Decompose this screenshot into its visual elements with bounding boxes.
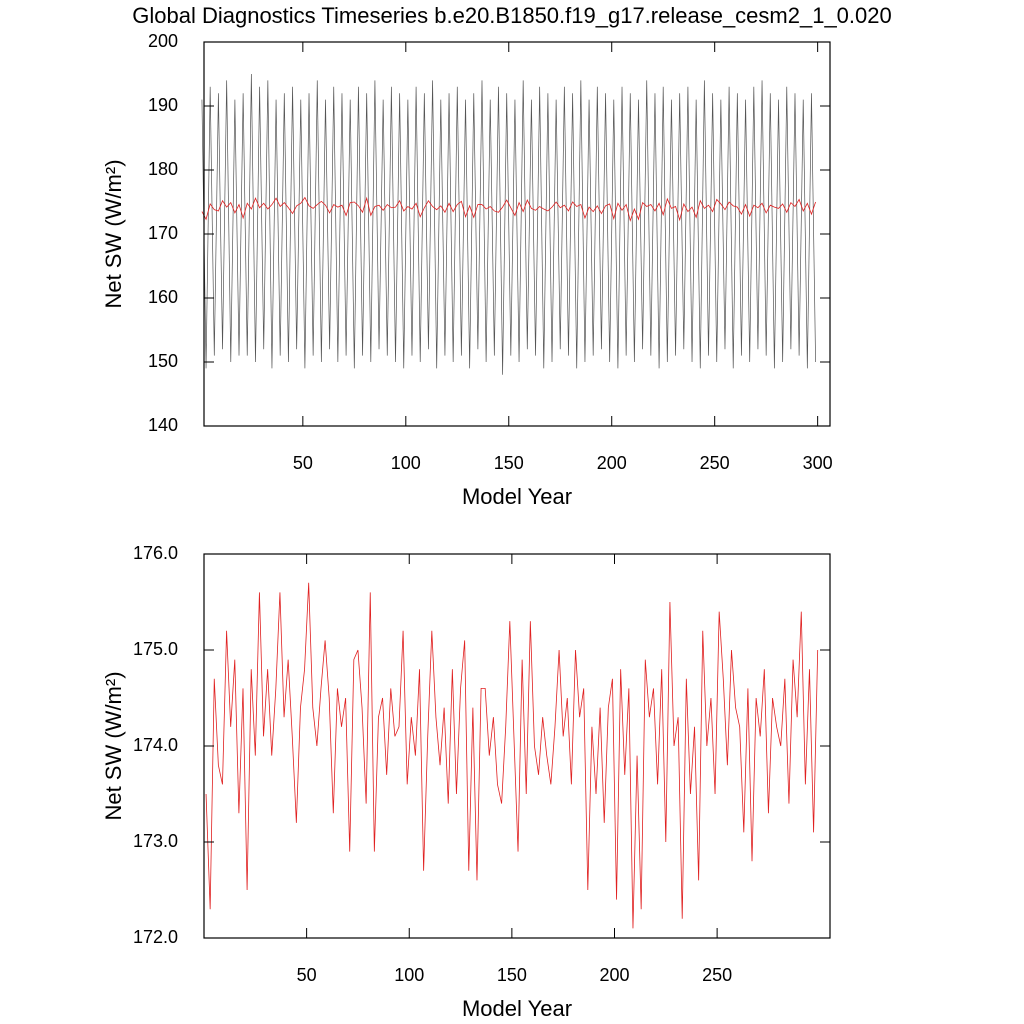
data-line	[201, 73, 816, 375]
y-tick-label: 172.0	[133, 927, 178, 947]
data-line	[201, 196, 816, 222]
y-tick-label: 200	[148, 31, 178, 51]
x-tick-label: 250	[702, 965, 732, 985]
chart-title: Global Diagnostics Timeseries b.e20.B185…	[132, 3, 891, 28]
y-tick-label: 160	[148, 287, 178, 307]
y-tick-label: 174.0	[133, 735, 178, 755]
x-tick-label: 50	[297, 965, 317, 985]
x-tick-label: 250	[700, 453, 730, 473]
data-line	[205, 582, 819, 929]
x-tick-label: 200	[597, 453, 627, 473]
x-tick-label: 100	[394, 965, 424, 985]
y-axis-label: Net SW (W/m²)	[101, 671, 126, 820]
y-tick-label: 180	[148, 159, 178, 179]
y-tick-label: 140	[148, 415, 178, 435]
y-tick-label: 176.0	[133, 543, 178, 563]
x-tick-label: 150	[497, 965, 527, 985]
x-axis-label: Model Year	[462, 484, 572, 509]
x-tick-label: 50	[293, 453, 313, 473]
plot-frame	[203, 553, 831, 939]
x-axis-label: Model Year	[462, 996, 572, 1021]
y-tick-label: 175.0	[133, 639, 178, 659]
y-tick-label: 150	[148, 351, 178, 371]
y-tick-label: 190	[148, 95, 178, 115]
y-tick-label: 173.0	[133, 831, 178, 851]
x-tick-label: 300	[803, 453, 833, 473]
x-tick-label: 200	[599, 965, 629, 985]
x-tick-label: 100	[391, 453, 421, 473]
y-axis-label: Net SW (W/m²)	[101, 159, 126, 308]
y-tick-label: 170	[148, 223, 178, 243]
x-tick-label: 150	[494, 453, 524, 473]
